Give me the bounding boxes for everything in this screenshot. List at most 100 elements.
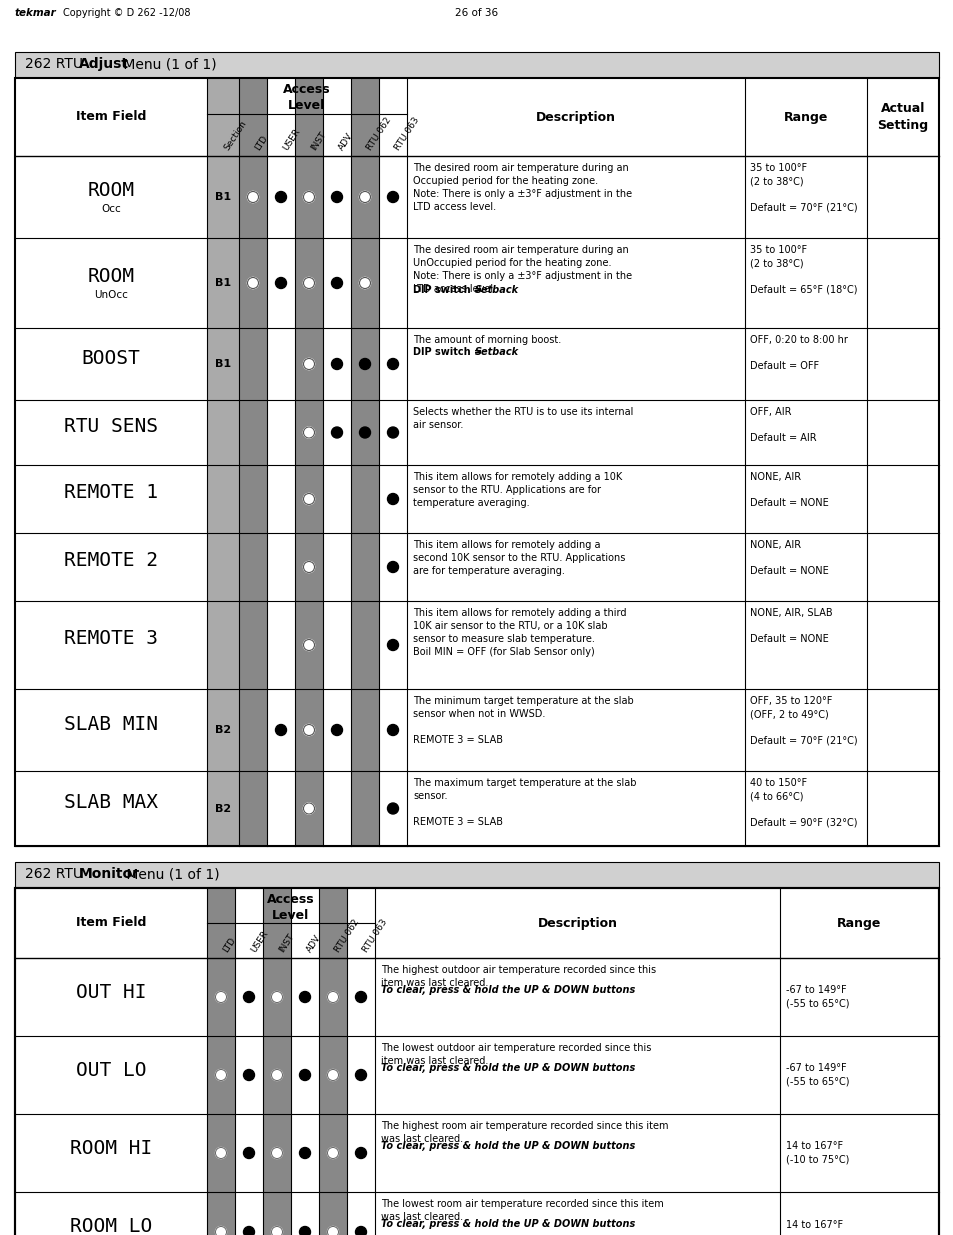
Text: 262 RTU: 262 RTU (25, 57, 88, 70)
Text: To clear, press & hold the UP & DOWN buttons: To clear, press & hold the UP & DOWN but… (380, 1063, 635, 1073)
Text: 262 RTU: 262 RTU (25, 867, 88, 881)
Text: The maximum target temperature at the slab
sensor.

REMOTE 3 = SLAB: The maximum target temperature at the sl… (413, 778, 636, 827)
Circle shape (355, 1147, 366, 1158)
Text: REMOTE 2: REMOTE 2 (64, 552, 158, 571)
Text: NONE, AIR

Default = NONE: NONE, AIR Default = NONE (749, 540, 828, 576)
Circle shape (359, 358, 370, 369)
Circle shape (387, 725, 398, 736)
Text: 40 to 150°F
(4 to 66°C)

Default = 90°F (32°C): 40 to 150°F (4 to 66°C) Default = 90°F (… (749, 778, 857, 827)
Circle shape (303, 562, 314, 573)
Circle shape (327, 1070, 338, 1081)
Circle shape (359, 278, 370, 289)
Circle shape (247, 191, 258, 203)
Circle shape (272, 1070, 282, 1081)
Circle shape (355, 1070, 366, 1081)
Text: INST: INST (276, 932, 295, 953)
Circle shape (359, 427, 370, 438)
Circle shape (355, 992, 366, 1003)
Circle shape (243, 1070, 254, 1081)
Bar (294, 78, 323, 846)
Text: Monitor: Monitor (79, 867, 140, 881)
Text: DIP switch =: DIP switch = (413, 347, 485, 357)
Circle shape (303, 640, 314, 651)
Circle shape (303, 803, 314, 814)
Text: OUT HI: OUT HI (75, 983, 146, 1002)
Circle shape (303, 191, 314, 203)
Text: 35 to 100°F
(2 to 38°C)

Default = 70°F (21°C): 35 to 100°F (2 to 38°C) Default = 70°F (… (749, 163, 857, 212)
Circle shape (303, 427, 314, 438)
Text: Occ: Occ (101, 204, 121, 214)
Text: The highest room air temperature recorded since this item
was last cleared.: The highest room air temperature recorde… (380, 1121, 668, 1144)
Circle shape (299, 1226, 310, 1235)
Bar (207, 888, 234, 1235)
Text: ROOM LO: ROOM LO (70, 1218, 152, 1235)
Text: This item allows for remotely adding a 10K
sensor to the RTU. Applications are f: This item allows for remotely adding a 1… (413, 472, 621, 508)
Circle shape (272, 1226, 282, 1235)
Circle shape (387, 640, 398, 651)
Circle shape (303, 494, 314, 505)
Text: UnOcc: UnOcc (94, 290, 128, 300)
Text: 26 of 36: 26 of 36 (455, 7, 498, 19)
Circle shape (387, 562, 398, 573)
Text: REMOTE 1: REMOTE 1 (64, 483, 158, 503)
Circle shape (327, 992, 338, 1003)
Text: The minimum target temperature at the slab
sensor when not in WWSD.

REMOTE 3 = : The minimum target temperature at the sl… (413, 697, 633, 745)
Circle shape (299, 1147, 310, 1158)
Text: NONE, AIR

Default = NONE: NONE, AIR Default = NONE (749, 472, 828, 508)
Text: LTD: LTD (253, 133, 269, 152)
Text: Description: Description (537, 916, 617, 930)
Text: B1: B1 (214, 278, 231, 288)
Text: RTU 063: RTU 063 (360, 918, 389, 953)
Text: To clear, press & hold the UP & DOWN buttons: To clear, press & hold the UP & DOWN but… (380, 1141, 635, 1151)
Circle shape (299, 992, 310, 1003)
Bar (263, 888, 291, 1235)
Text: B2: B2 (214, 725, 231, 735)
Circle shape (303, 358, 314, 369)
Text: OUT LO: OUT LO (75, 1061, 146, 1079)
Text: Range: Range (837, 916, 881, 930)
Text: -67 to 149°F
(-55 to 65°C): -67 to 149°F (-55 to 65°C) (785, 986, 848, 1009)
Circle shape (359, 191, 370, 203)
Circle shape (247, 278, 258, 289)
Circle shape (299, 1070, 310, 1081)
Text: Adjust: Adjust (79, 57, 129, 70)
Text: 14 to 167°F
(-10 to 75°C): 14 to 167°F (-10 to 75°C) (785, 1141, 848, 1165)
Text: The lowest outdoor air temperature recorded since this
item was last cleared.: The lowest outdoor air temperature recor… (380, 1044, 651, 1066)
Text: Selects whether the RTU is to use its internal
air sensor.: Selects whether the RTU is to use its in… (413, 408, 633, 430)
Text: The highest outdoor air temperature recorded since this
item was last cleared.: The highest outdoor air temperature reco… (380, 965, 656, 988)
Bar (239, 78, 267, 846)
Text: Copyright © D 262 -12/08: Copyright © D 262 -12/08 (63, 7, 191, 19)
Text: RTU SENS: RTU SENS (64, 417, 158, 436)
Bar (207, 78, 239, 846)
Text: B1: B1 (214, 191, 231, 203)
Circle shape (243, 1226, 254, 1235)
Circle shape (331, 725, 342, 736)
Text: DIP switch =: DIP switch = (413, 285, 485, 295)
Circle shape (215, 1070, 226, 1081)
Text: USER: USER (249, 929, 270, 953)
Text: LTD: LTD (221, 936, 237, 953)
Text: SLAB MIN: SLAB MIN (64, 715, 158, 734)
Circle shape (303, 278, 314, 289)
Circle shape (303, 278, 314, 289)
Text: INST: INST (309, 130, 328, 152)
Text: USER: USER (281, 127, 301, 152)
Circle shape (303, 191, 314, 203)
Text: To clear, press & hold the UP & DOWN buttons: To clear, press & hold the UP & DOWN but… (380, 986, 635, 995)
Circle shape (387, 803, 398, 814)
Text: ADV: ADV (305, 934, 322, 953)
Circle shape (303, 358, 314, 369)
Circle shape (303, 803, 314, 814)
Text: Menu (1 of 1): Menu (1 of 1) (122, 867, 219, 881)
Text: Description: Description (536, 110, 616, 124)
Text: OFF, 0:20 to 8:00 hr

Default = OFF: OFF, 0:20 to 8:00 hr Default = OFF (749, 335, 847, 370)
Text: This item allows for remotely adding a
second 10K sensor to the RTU. Application: This item allows for remotely adding a s… (413, 540, 625, 576)
Circle shape (303, 427, 314, 438)
Text: REMOTE 3: REMOTE 3 (64, 630, 158, 648)
Circle shape (247, 278, 258, 289)
Circle shape (331, 427, 342, 438)
Text: Setback: Setback (475, 285, 518, 295)
Bar (318, 888, 347, 1235)
Text: Setback: Setback (475, 347, 518, 357)
Text: ROOM: ROOM (88, 268, 134, 287)
